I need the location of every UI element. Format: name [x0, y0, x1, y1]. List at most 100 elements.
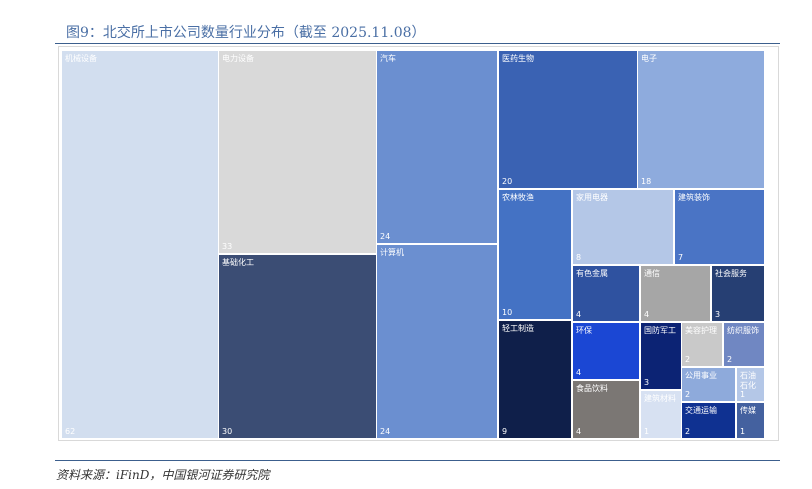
- treemap-cell-label: 农林牧渔: [502, 192, 534, 202]
- treemap-cell-value: 3: [715, 310, 720, 319]
- treemap-cell-label: 石油石化: [740, 370, 756, 390]
- treemap-rect: [62, 51, 218, 438]
- treemap-cell: 环保 4: [573, 323, 639, 379]
- treemap-cell-label: 电力设备: [222, 53, 254, 63]
- treemap-cell-label: 公用事业: [685, 370, 717, 380]
- treemap-cell: 建筑装饰 7: [675, 190, 764, 264]
- treemap-cell: 美容护理 2: [682, 323, 722, 366]
- treemap-cell-value: 4: [576, 427, 581, 436]
- treemap-cell-label: 环保: [576, 325, 592, 335]
- treemap-cell-value: 1: [740, 427, 745, 436]
- treemap-cell: 农林牧渔 10: [499, 190, 571, 319]
- treemap-cell: 传媒 1: [737, 403, 764, 438]
- treemap-cell-label: 汽车: [380, 53, 396, 63]
- treemap-cell-label: 通信: [644, 268, 660, 278]
- treemap-cell-label: 家用电器: [576, 192, 608, 202]
- treemap-rect: [499, 321, 571, 438]
- treemap-rect: [737, 368, 764, 401]
- treemap-cell-value: 24: [380, 427, 390, 436]
- treemap-rect: [682, 403, 735, 438]
- title-divider: [55, 43, 780, 44]
- treemap-cell-value: 8: [576, 253, 581, 262]
- treemap-cell: 有色金属 4: [573, 266, 639, 321]
- treemap-cell: 基础化工 30: [219, 255, 376, 438]
- treemap-cell-value: 4: [644, 310, 649, 319]
- treemap-cell-value: 1: [740, 390, 745, 399]
- treemap-cell-value: 24: [380, 232, 390, 241]
- treemap-cell-label: 基础化工: [222, 257, 254, 267]
- treemap-cell: 计算机 24: [377, 245, 497, 438]
- treemap-rect: [499, 51, 637, 188]
- treemap-cell-label: 传媒: [740, 405, 756, 415]
- treemap-rect: [641, 391, 681, 438]
- treemap-cell-label: 医药生物: [502, 53, 534, 63]
- treemap-cell-label: 建筑材料: [644, 393, 676, 403]
- chart-frame: [58, 46, 779, 441]
- treemap-cell-value: 30: [222, 427, 232, 436]
- treemap-cell-label: 社会服务: [715, 268, 747, 278]
- source-note: 资料来源：iFinD，中国银河证券研究院: [56, 468, 270, 482]
- treemap-cell-label: 食品饮料: [576, 383, 608, 393]
- treemap-cell: 汽车 24: [377, 51, 497, 243]
- treemap-rect: [737, 403, 764, 438]
- treemap-cell: 医药生物 20: [499, 51, 637, 188]
- treemap-cell: 轻工制造 9: [499, 321, 571, 438]
- treemap-cell-value: 10: [502, 308, 512, 317]
- treemap-cell-label: 电子: [641, 53, 657, 63]
- treemap-cell-label: 纺织服饰: [727, 325, 759, 335]
- treemap-rect: [377, 51, 497, 243]
- treemap-cell: 公用事业 2: [682, 368, 735, 401]
- treemap-cell-value: 4: [576, 310, 581, 319]
- treemap-cell-label: 国防军工: [644, 325, 676, 335]
- treemap-cell-value: 33: [222, 242, 232, 251]
- treemap-cell-value: 7: [678, 253, 683, 262]
- treemap-rect: [499, 190, 571, 319]
- treemap-cell-label: 美容护理: [685, 325, 717, 335]
- treemap-cell-value: 9: [502, 427, 507, 436]
- treemap-cell-value: 2: [685, 427, 690, 436]
- treemap-cell-value: 20: [502, 177, 512, 186]
- treemap-rect: [219, 255, 376, 438]
- treemap-cell-label: 建筑装饰: [678, 192, 710, 202]
- treemap-rect: [573, 266, 639, 321]
- treemap-rect: [641, 266, 710, 321]
- treemap-rect: [724, 323, 764, 366]
- treemap-rect: [712, 266, 764, 321]
- treemap-rect: [641, 323, 681, 389]
- treemap-cell: 建筑材料 1: [641, 391, 681, 438]
- treemap-cell-label: 机械设备: [65, 53, 97, 63]
- treemap-rect: [573, 381, 639, 438]
- treemap-rect: [675, 190, 764, 264]
- treemap-cell: 纺织服饰 2: [724, 323, 764, 366]
- treemap-cell-value: 3: [644, 378, 649, 387]
- treemap-cell: 国防军工 3: [641, 323, 681, 389]
- treemap-rect: [638, 51, 764, 188]
- treemap-cell: 社会服务 3: [712, 266, 764, 321]
- treemap-cell-value: 18: [641, 177, 651, 186]
- treemap-rect: [573, 323, 639, 379]
- treemap-rect: [377, 245, 497, 438]
- treemap-cell-label: 轻工制造: [502, 323, 534, 333]
- treemap-rect: [219, 51, 376, 253]
- treemap-cell-label: 计算机: [380, 247, 404, 257]
- treemap-cell: 电子 18: [638, 51, 764, 188]
- treemap-cell: 通信 4: [641, 266, 710, 321]
- source-divider: [55, 460, 780, 461]
- treemap-cell: 交通运输 2: [682, 403, 735, 438]
- treemap-cell: 机械设备 62: [62, 51, 218, 438]
- treemap-rect: [573, 190, 673, 264]
- treemap-cell-value: 2: [685, 355, 690, 364]
- chart-title: 图9：北交所上市公司数量行业分布（截至 2025.11.08）: [66, 25, 426, 41]
- treemap-cell-label: 有色金属: [576, 268, 608, 278]
- treemap-cell-value: 4: [576, 368, 581, 377]
- treemap-rect: [682, 323, 722, 366]
- treemap-rect: [682, 368, 735, 401]
- treemap-cell-value: 2: [727, 355, 732, 364]
- treemap-cell-value: 62: [65, 427, 75, 436]
- treemap-cell: 家用电器 8: [573, 190, 673, 264]
- treemap-cell-label: 交通运输: [685, 405, 717, 415]
- treemap-cell-value: 2: [685, 390, 690, 399]
- treemap-cell: 食品饮料 4: [573, 381, 639, 438]
